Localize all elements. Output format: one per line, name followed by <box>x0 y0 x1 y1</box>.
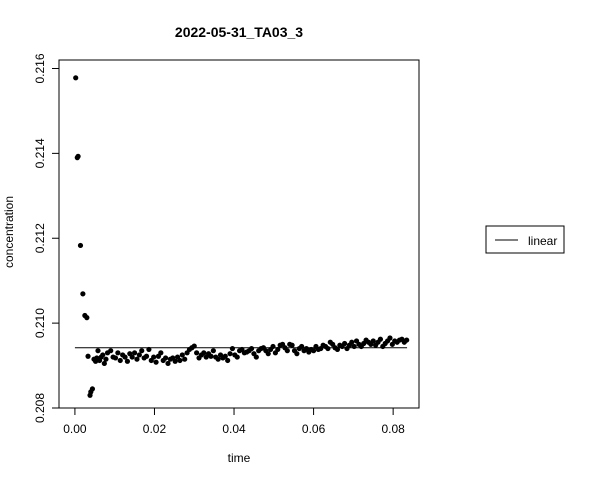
data-point <box>265 351 271 357</box>
data-point <box>117 357 123 364</box>
data-point <box>143 353 150 359</box>
data-point <box>122 354 128 360</box>
data-point <box>284 348 290 354</box>
x-axis-label: time <box>228 451 251 465</box>
data-point <box>370 338 376 344</box>
data-point <box>177 357 183 364</box>
data-point <box>158 350 164 356</box>
x-tick-label: 0.08 <box>381 422 405 436</box>
data-point <box>115 350 121 356</box>
data-point <box>146 346 152 353</box>
data-point <box>208 353 214 359</box>
x-axis: 0.00 0.02 0.04 0.06 0.08 <box>63 408 405 436</box>
data-point <box>325 345 331 352</box>
data-point <box>215 356 221 362</box>
data-point <box>85 353 91 359</box>
data-point <box>194 350 200 356</box>
data-point <box>89 386 96 392</box>
data-point <box>248 345 255 352</box>
data-point <box>139 348 145 354</box>
data-point <box>225 357 231 364</box>
data-point <box>404 337 410 343</box>
data-point <box>234 354 240 360</box>
y-tick-label: 0.208 <box>33 393 47 423</box>
y-tick-label: 0.210 <box>33 308 47 338</box>
data-point <box>179 352 185 358</box>
data-point <box>294 351 300 357</box>
data-point <box>165 360 171 367</box>
data-point <box>95 348 101 354</box>
legend-entry-linear: linear <box>528 234 557 248</box>
data-point <box>129 354 135 360</box>
data-point <box>342 340 348 347</box>
x-tick-label: 0.06 <box>302 422 326 436</box>
y-axis: 0.208 0.210 0.212 0.214 0.216 <box>33 53 59 423</box>
data-point <box>172 358 178 364</box>
data-point <box>253 354 259 360</box>
data-point <box>351 343 357 350</box>
data-point <box>75 153 81 159</box>
data-point <box>77 242 84 249</box>
data-point <box>153 359 159 365</box>
data-point <box>136 352 142 358</box>
data-point <box>299 343 305 350</box>
data-point <box>108 348 114 354</box>
data-point <box>270 343 276 350</box>
chart-title: 2022-05-31_TA03_3 <box>175 24 303 40</box>
data-point <box>334 346 341 353</box>
data-point <box>151 354 157 360</box>
data-point <box>182 356 188 362</box>
data-point <box>80 291 86 297</box>
data-point <box>201 350 207 356</box>
data-point <box>289 342 295 348</box>
data-point <box>275 346 281 353</box>
x-tick-label: 0.00 <box>63 422 87 436</box>
y-tick-label: 0.212 <box>33 223 47 253</box>
data-point <box>134 356 140 362</box>
data-point <box>349 339 355 345</box>
x-tick-label: 0.02 <box>143 422 167 436</box>
x-tick-label: 0.04 <box>222 422 246 436</box>
data-point <box>103 356 109 362</box>
data-point <box>377 336 384 342</box>
data-point <box>310 348 317 354</box>
data-point <box>227 351 233 357</box>
data-point <box>210 348 216 354</box>
data-point <box>229 345 236 352</box>
data-point <box>112 355 119 361</box>
data-point <box>222 353 228 359</box>
legend: linear <box>485 225 565 254</box>
data-point <box>73 75 79 81</box>
data-point <box>101 360 107 367</box>
y-axis-label: concentration <box>2 196 16 268</box>
data-point <box>163 355 169 361</box>
data-point <box>124 358 131 364</box>
data-point <box>100 352 106 358</box>
data-point <box>131 350 138 356</box>
data-point <box>191 343 197 349</box>
plot-frame <box>58 59 420 409</box>
points-layer <box>73 75 410 398</box>
y-tick-label: 0.214 <box>33 138 47 168</box>
y-tick-label: 0.216 <box>33 53 47 83</box>
data-point <box>387 335 393 341</box>
data-point <box>84 315 90 321</box>
